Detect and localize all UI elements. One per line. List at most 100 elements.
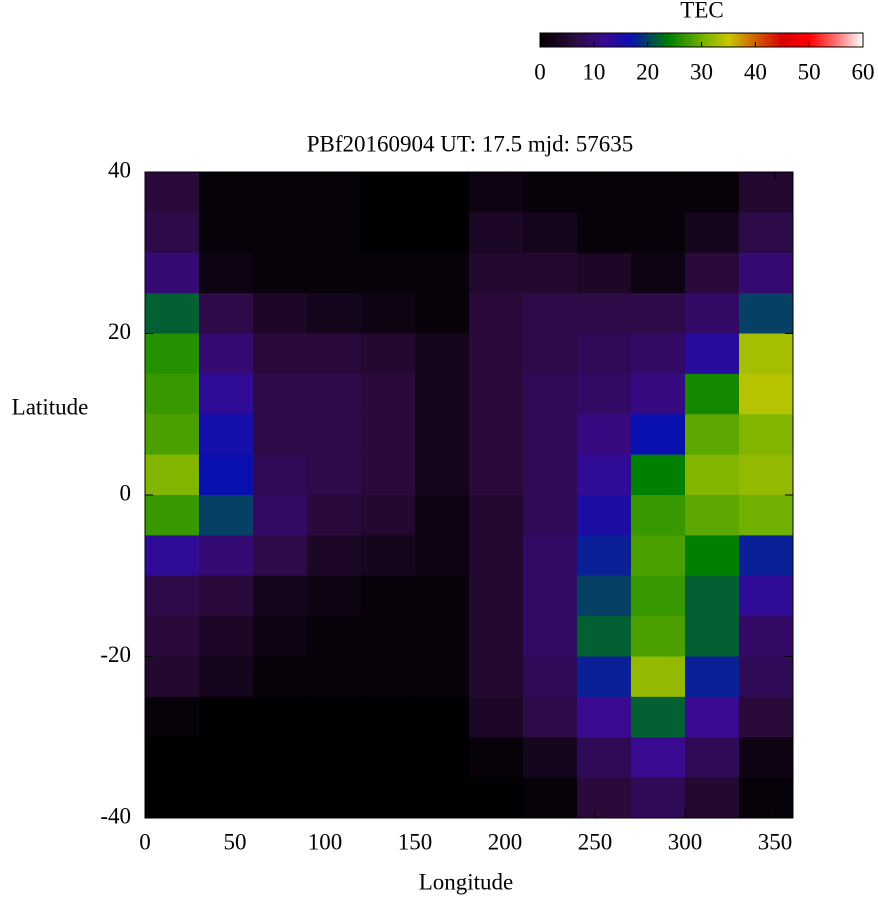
heat-cell bbox=[361, 696, 416, 738]
heat-cell bbox=[685, 373, 740, 415]
heat-cell bbox=[685, 535, 740, 577]
heat-cell bbox=[361, 616, 416, 657]
heat-cell bbox=[469, 737, 524, 779]
chart-title: PBf20160904 UT: 17.5 mjd: 57635 bbox=[307, 131, 634, 156]
heat-cell bbox=[739, 293, 794, 334]
heat-cell bbox=[307, 172, 362, 213]
heat-cell bbox=[577, 333, 632, 375]
heat-cell bbox=[631, 172, 686, 213]
heat-cell bbox=[523, 575, 578, 617]
heat-cell bbox=[739, 737, 794, 779]
heat-cell bbox=[739, 696, 794, 738]
heat-cell bbox=[361, 777, 416, 819]
heat-cell bbox=[415, 252, 470, 294]
heat-cell bbox=[631, 252, 686, 294]
heat-cell bbox=[469, 293, 524, 334]
heat-cell bbox=[469, 414, 524, 456]
heat-cell bbox=[469, 696, 524, 738]
heat-cell bbox=[631, 696, 686, 738]
heat-cell bbox=[145, 373, 200, 415]
heat-cell bbox=[631, 373, 686, 415]
colorbar-tick-label: 30 bbox=[690, 59, 713, 84]
heat-cell bbox=[739, 212, 794, 254]
heat-cell bbox=[307, 212, 362, 254]
heat-cell bbox=[577, 696, 632, 738]
heat-cell bbox=[145, 656, 200, 698]
heat-cell bbox=[307, 616, 362, 657]
heat-cell bbox=[253, 737, 308, 779]
heat-cell bbox=[685, 212, 740, 254]
heat-cell bbox=[739, 777, 794, 819]
heat-cell bbox=[199, 414, 254, 456]
heat-cell bbox=[253, 333, 308, 375]
heat-cell bbox=[253, 172, 308, 213]
x-tick-label: 100 bbox=[308, 829, 343, 854]
heat-cell bbox=[523, 737, 578, 779]
heat-cell bbox=[253, 414, 308, 456]
heat-cell bbox=[253, 575, 308, 617]
y-tick-label: -40 bbox=[100, 803, 131, 828]
heat-cell bbox=[199, 454, 254, 496]
heat-cell bbox=[523, 777, 578, 819]
heat-cell bbox=[685, 777, 740, 819]
heat-cell bbox=[631, 333, 686, 375]
heat-cell bbox=[199, 212, 254, 254]
heat-cell bbox=[145, 535, 200, 577]
heat-cell bbox=[469, 373, 524, 415]
heat-cell bbox=[361, 495, 416, 536]
heat-cell bbox=[469, 656, 524, 698]
heat-cell bbox=[145, 172, 200, 213]
heat-cell bbox=[739, 373, 794, 415]
heat-cell bbox=[469, 252, 524, 294]
y-tick-label: -20 bbox=[100, 642, 131, 667]
colorbar-label: TEC bbox=[680, 0, 723, 22]
heat-cell bbox=[577, 535, 632, 577]
heat-cell bbox=[307, 454, 362, 496]
heat-cell bbox=[631, 656, 686, 698]
heat-cell bbox=[199, 777, 254, 819]
heat-cell bbox=[415, 737, 470, 779]
heat-cell bbox=[361, 212, 416, 254]
heat-cell bbox=[253, 777, 308, 819]
heat-cell bbox=[199, 696, 254, 738]
colorbar-tick-label: 40 bbox=[744, 59, 767, 84]
heat-cell bbox=[523, 172, 578, 213]
heat-cell bbox=[577, 616, 632, 657]
heat-cell bbox=[253, 535, 308, 577]
heat-cell bbox=[631, 737, 686, 779]
heat-cell bbox=[361, 575, 416, 617]
heat-cell bbox=[739, 333, 794, 375]
heat-cell bbox=[469, 575, 524, 617]
heat-cell bbox=[685, 737, 740, 779]
heat-cell bbox=[631, 293, 686, 334]
heat-cell bbox=[739, 535, 794, 577]
heat-cell bbox=[415, 616, 470, 657]
heat-cell bbox=[253, 616, 308, 657]
heat-cell bbox=[253, 696, 308, 738]
heat-cell bbox=[577, 252, 632, 294]
x-tick-label: 0 bbox=[139, 829, 151, 854]
heat-cell bbox=[469, 495, 524, 536]
heat-cell bbox=[685, 454, 740, 496]
heat-cell bbox=[685, 656, 740, 698]
heat-cell bbox=[145, 696, 200, 738]
heat-cell bbox=[631, 535, 686, 577]
heat-cell bbox=[307, 656, 362, 698]
heat-cell bbox=[415, 696, 470, 738]
heat-cell bbox=[253, 454, 308, 496]
heat-cell bbox=[307, 252, 362, 294]
heat-cell bbox=[469, 454, 524, 496]
heat-cell bbox=[523, 495, 578, 536]
heat-cell bbox=[739, 495, 794, 536]
heat-cell bbox=[631, 414, 686, 456]
heat-cell bbox=[199, 293, 254, 334]
heat-cell bbox=[415, 495, 470, 536]
heat-cell bbox=[415, 212, 470, 254]
heat-cell bbox=[307, 414, 362, 456]
heat-cell bbox=[685, 575, 740, 617]
heat-cell bbox=[307, 696, 362, 738]
colorbar-tick-label: 10 bbox=[582, 59, 605, 84]
heat-cell bbox=[361, 172, 416, 213]
heat-cell bbox=[199, 373, 254, 415]
heat-cell bbox=[307, 495, 362, 536]
